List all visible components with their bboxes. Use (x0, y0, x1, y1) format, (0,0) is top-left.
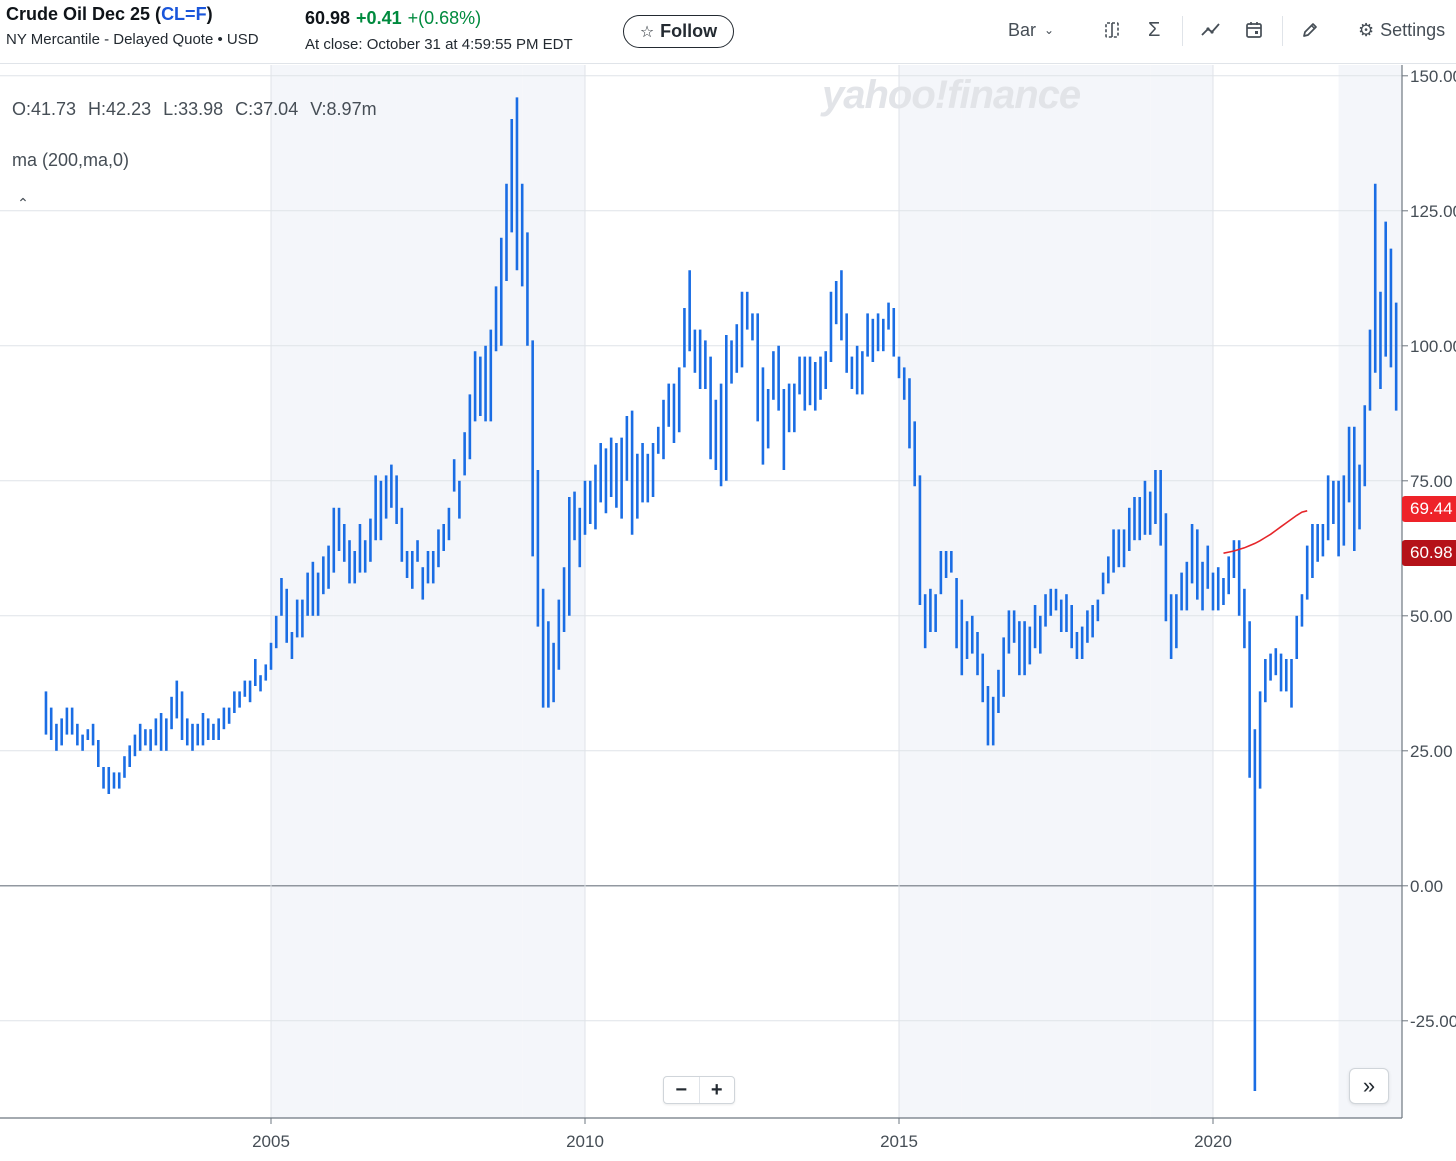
legend-low: L:33.98 (163, 99, 224, 119)
price-change-percent: +(0.68%) (407, 8, 482, 28)
shaded-year-band (459, 65, 523, 1118)
year-shading (271, 65, 1402, 1118)
shaded-year-band (961, 65, 1025, 1118)
indicators-sigma-icon[interactable]: Σ (1148, 18, 1161, 41)
legend-high: H:42.23 (88, 99, 152, 119)
shaded-year-band (333, 65, 397, 1118)
moving-average-line (1223, 510, 1308, 554)
y-tick-label: 50.00 (1410, 607, 1453, 626)
ohlc-bars (44, 97, 1398, 1091)
indicator-label[interactable]: ma (200,ma,0) (12, 150, 130, 170)
x-tick-label: 2015 (880, 1132, 918, 1151)
price-block: 60.98 +0.41 +(0.68%) (305, 8, 481, 29)
y-tick-label: 150.00 (1410, 67, 1456, 86)
x-tick-label: 2010 (566, 1132, 604, 1151)
y-tick-label: 100.00 (1410, 337, 1456, 356)
follow-button[interactable]: ☆ Follow (623, 15, 734, 48)
chevron-down-icon: ⌄ (1044, 23, 1055, 37)
price-chart[interactable]: 150.00 125.00 100.00 75.00 50.00 25.00 0.00 -25… (0, 65, 1456, 1161)
y-tick-label: -25.00 (1410, 1012, 1456, 1031)
compare-icon[interactable] (1102, 12, 1122, 48)
legend-open: O:41.73 (12, 99, 77, 119)
y-tick-label: 25.00 (1410, 742, 1453, 761)
zoom-out-minus-icon[interactable]: − (675, 1078, 688, 1101)
zoom-in-plus-icon[interactable]: + (698, 1077, 735, 1103)
ticker-symbol[interactable]: CL=F (161, 4, 207, 24)
toolbar-divider (1182, 16, 1183, 46)
legend-volume: V:8.97m (310, 99, 377, 119)
quote-header: Crude Oil Dec 25 (CL=F) NY Mercantile - … (0, 0, 1456, 64)
price-change: +0.41 (356, 8, 402, 28)
zoom-controls: − + (663, 1076, 735, 1104)
shaded-year-band (522, 65, 585, 1118)
ma-value-tag: 69.44 (1402, 496, 1456, 522)
exchange-info: NY Mercantile - Delayed Quote • USD (6, 31, 259, 48)
ohlc-legend: O:41.73 H:42.23 L:33.98 C:37.04 V:8.97m (12, 99, 389, 120)
ma-series-line (1223, 510, 1308, 554)
calendar-icon[interactable] (1244, 12, 1264, 48)
last-price-tag: 60.98 (1402, 540, 1456, 566)
draw-pencil-icon[interactable] (1300, 12, 1320, 48)
last-price: 60.98 (305, 8, 351, 28)
toolbar-divider (1282, 16, 1283, 46)
collapse-legend-chevron-up-icon[interactable]: ⌃ (17, 194, 29, 211)
y-tick-label: 75.00 (1410, 472, 1453, 491)
y-axis: 150.00 125.00 100.00 75.00 50.00 25.00 0.00 -25… (0, 65, 1456, 1119)
x-axis: 2005 2010 2015 2020 (252, 1118, 1232, 1151)
grid-lines (0, 65, 1402, 1118)
yahoo-finance-watermark: yahoo!finance (822, 73, 1081, 117)
events-trend-icon[interactable] (1200, 12, 1222, 48)
settings-button[interactable]: ⚙ Settings (1358, 19, 1446, 40)
shaded-year-band (396, 65, 460, 1118)
close-time: At close: October 31 at 4:59:55 PM EDT (305, 36, 573, 53)
quote-title: Crude Oil Dec 25 (CL=F) (6, 4, 213, 24)
shaded-year-band (1338, 65, 1402, 1118)
legend-close: C:37.04 (235, 99, 299, 119)
y-tick-label: 125.00 (1410, 202, 1456, 221)
gear-icon: ⚙ (1358, 19, 1375, 40)
x-tick-label: 2020 (1194, 1132, 1232, 1151)
x-tick-label: 2005 (252, 1132, 290, 1151)
scroll-to-latest-double-chevron-icon[interactable]: » (1349, 1068, 1389, 1104)
shaded-year-band (1087, 65, 1151, 1118)
star-icon: ☆ (639, 23, 655, 41)
y-tick-label: 0.00 (1410, 877, 1443, 896)
chart-type-dropdown[interactable]: Bar ⌄ (1008, 19, 1055, 40)
